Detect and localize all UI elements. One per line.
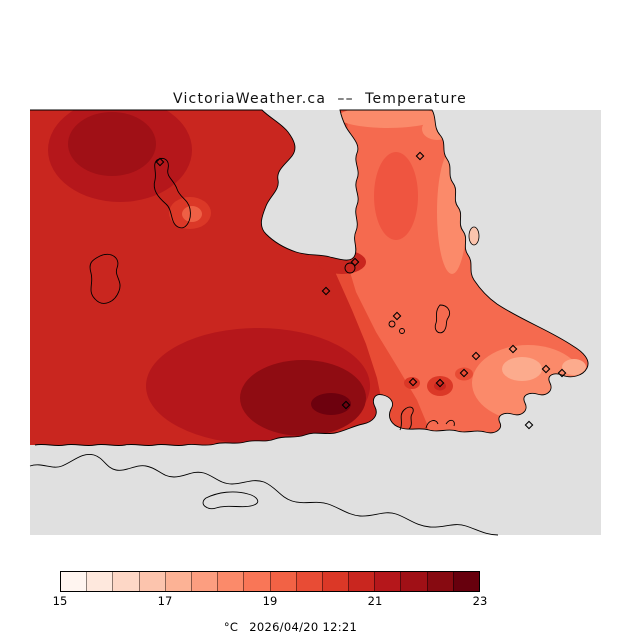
colorbar-cell xyxy=(321,572,349,591)
south-shore-coastline xyxy=(29,453,499,536)
colorbar-tick-label: 15 xyxy=(52,594,68,608)
station-marker xyxy=(392,311,402,321)
colorbar-tick-label: 17 xyxy=(157,594,173,608)
colorbar-cell xyxy=(61,572,87,591)
station-marker xyxy=(557,368,567,378)
station-marker xyxy=(471,351,481,361)
colorbar-caption: °C 2026/04/20 12:21 xyxy=(208,606,357,640)
colorbar-cell xyxy=(400,572,427,591)
colorbar-cell xyxy=(164,572,191,591)
colorbar-cell xyxy=(243,572,270,591)
station-marker xyxy=(415,151,425,161)
station-marker xyxy=(321,286,331,296)
colorbar-cell xyxy=(348,572,375,591)
colorbar-cell xyxy=(374,572,401,591)
station-marker xyxy=(350,257,360,267)
colorbar-cell xyxy=(426,572,453,591)
colorbar-cell xyxy=(295,572,322,591)
station-marker xyxy=(435,378,445,388)
colorbar-cell xyxy=(138,572,165,591)
station-marker xyxy=(408,377,418,387)
colorbar-cell xyxy=(269,572,296,591)
station-marker xyxy=(524,420,534,430)
colorbar-cell xyxy=(452,572,479,591)
offshore-island xyxy=(468,226,480,246)
unit-label: °C xyxy=(223,620,239,634)
colorbar-cell xyxy=(190,572,218,591)
station-marker xyxy=(341,400,351,410)
station-marker xyxy=(155,157,165,167)
coastline xyxy=(30,109,589,447)
colorbar-cell xyxy=(217,572,244,591)
station-marker xyxy=(459,368,469,378)
station-marker xyxy=(541,364,551,374)
station-marker xyxy=(508,344,518,354)
timestamp: 2026/04/20 12:21 xyxy=(249,620,358,634)
colorbar-tick-label: 23 xyxy=(472,594,488,608)
colorbar-cell xyxy=(112,572,139,591)
lake-outlines xyxy=(89,158,455,431)
colorbar-tick-label: 21 xyxy=(367,594,383,608)
colorbar-tick-label: 19 xyxy=(262,594,278,608)
page-title: VictoriaWeather.ca –– Temperature xyxy=(172,91,467,107)
station-markers xyxy=(155,151,567,430)
colorbar-cell xyxy=(86,572,113,591)
colorbar xyxy=(60,571,480,592)
colorbar-ticks: 15 17 19 21 23 xyxy=(44,594,496,608)
